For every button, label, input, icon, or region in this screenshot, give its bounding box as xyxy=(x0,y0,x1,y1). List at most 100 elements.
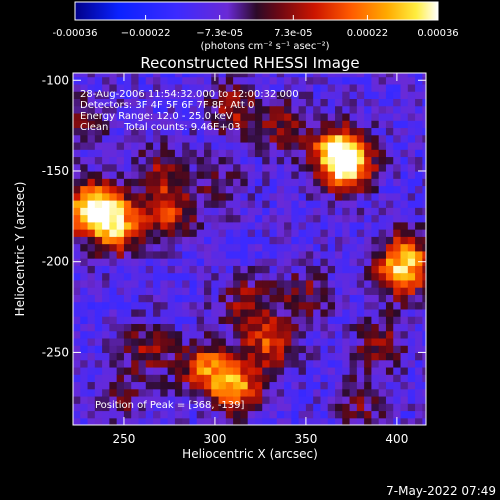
heatmap-cell xyxy=(123,98,132,107)
heatmap-cell xyxy=(233,381,242,390)
heatmap-cell xyxy=(138,178,147,187)
heatmap-cell xyxy=(233,410,242,419)
heatmap-cell xyxy=(371,417,380,425)
heatmap-cell xyxy=(364,287,373,295)
heatmap-cell xyxy=(153,330,161,339)
colorbar-unit-label: (photons cm⁻² s⁻¹ asec⁻²) xyxy=(200,41,329,52)
heatmap-cell xyxy=(204,272,212,281)
heatmap-cell xyxy=(298,105,307,114)
heatmap-cell xyxy=(131,374,140,383)
heatmap-cell xyxy=(160,214,169,223)
heatmap-cell xyxy=(393,279,402,288)
heatmap-cell xyxy=(196,403,205,412)
heatmap-cell xyxy=(407,279,416,288)
heatmap-cell xyxy=(131,287,140,295)
heatmap-cell xyxy=(284,236,292,245)
heatmap-cell xyxy=(400,323,409,332)
heatmap-cell xyxy=(211,91,220,100)
heatmap-cell xyxy=(335,265,343,274)
heatmap-cell xyxy=(116,359,125,368)
heatmap-cell xyxy=(102,207,110,216)
heatmap-cell xyxy=(349,258,358,266)
heatmap-cell xyxy=(356,279,365,288)
heatmap-cell xyxy=(87,388,96,397)
heatmap-cell xyxy=(276,279,285,288)
heatmap-cell xyxy=(145,352,154,361)
heatmap-cell xyxy=(342,294,351,303)
heatmap-cell xyxy=(167,330,176,339)
heatmap-cell xyxy=(225,105,234,114)
heatmap-cell xyxy=(276,388,285,397)
heatmap-cell xyxy=(291,359,300,368)
heatmap-cell xyxy=(298,221,307,230)
heatmap-cell xyxy=(313,149,322,158)
heatmap-cell xyxy=(254,337,263,346)
heatmap-cell xyxy=(247,265,256,274)
heatmap-cell xyxy=(276,207,285,216)
heatmap-cell xyxy=(131,134,140,143)
heatmap-cell xyxy=(116,272,125,281)
heatmap-cell xyxy=(342,308,351,317)
heatmap-cell xyxy=(218,374,227,383)
heatmap-cell xyxy=(247,112,256,121)
heatmap-cell xyxy=(233,279,242,288)
heatmap-cell xyxy=(80,76,89,85)
heatmap-cell xyxy=(407,330,416,339)
heatmap-cell xyxy=(182,141,191,150)
heatmap-cell xyxy=(87,120,96,129)
heatmap-cell xyxy=(204,141,212,150)
heatmap-cell xyxy=(269,207,278,216)
heatmap-cell xyxy=(313,250,322,259)
heatmap-cell xyxy=(204,221,212,230)
heatmap-cell xyxy=(313,120,322,129)
heatmap-cell xyxy=(167,301,176,310)
heatmap-cell xyxy=(225,323,234,332)
heatmap-cell xyxy=(145,170,154,179)
heatmap-cell xyxy=(262,345,271,354)
heatmap-cell xyxy=(284,200,292,208)
heatmap-cell xyxy=(422,352,426,361)
heatmap-cell xyxy=(240,410,249,419)
heatmap-cell xyxy=(378,120,387,129)
heatmap-cell xyxy=(342,272,351,281)
heatmap-cell xyxy=(254,112,263,121)
heatmap-cell xyxy=(174,294,183,303)
heatmap-cell xyxy=(415,308,423,317)
heatmap-cell xyxy=(196,366,205,375)
heatmap-cell xyxy=(284,323,292,332)
heatmap-cell xyxy=(225,200,234,208)
heatmap-cell xyxy=(262,410,271,419)
heatmap-cell xyxy=(109,105,118,114)
heatmap-cell xyxy=(160,112,169,121)
heatmap-cell xyxy=(225,337,234,346)
heatmap-cell xyxy=(218,388,227,397)
heatmap-cell xyxy=(138,207,147,216)
heatmap-cell xyxy=(276,395,285,404)
heatmap-cell xyxy=(167,98,176,107)
heatmap-cell xyxy=(189,221,198,230)
heatmap-cell xyxy=(160,279,169,288)
heatmap-cell xyxy=(160,258,169,266)
heatmap-cell xyxy=(276,272,285,281)
heatmap-cell xyxy=(349,76,358,85)
heatmap-cell xyxy=(225,214,234,223)
heatmap-cell xyxy=(327,323,336,332)
heatmap-cell xyxy=(189,374,198,383)
heatmap-cell xyxy=(400,120,409,129)
heatmap-cell xyxy=(320,381,329,390)
heatmap-cell xyxy=(291,73,300,78)
heatmap-cell xyxy=(87,214,96,223)
heatmap-cell xyxy=(400,403,409,412)
heatmap-cell xyxy=(131,381,140,390)
heatmap-cell xyxy=(109,417,118,425)
heatmap-cell xyxy=(371,98,380,107)
heatmap-cell xyxy=(320,294,329,303)
heatmap-cell xyxy=(385,250,394,259)
heatmap-cell xyxy=(131,316,140,324)
heatmap-cell xyxy=(254,178,263,187)
heatmap-cell xyxy=(262,243,271,252)
heatmap-cell xyxy=(233,149,242,158)
heatmap-cell xyxy=(94,170,103,179)
heatmap-cell xyxy=(102,214,110,223)
heatmap-cell xyxy=(291,221,300,230)
